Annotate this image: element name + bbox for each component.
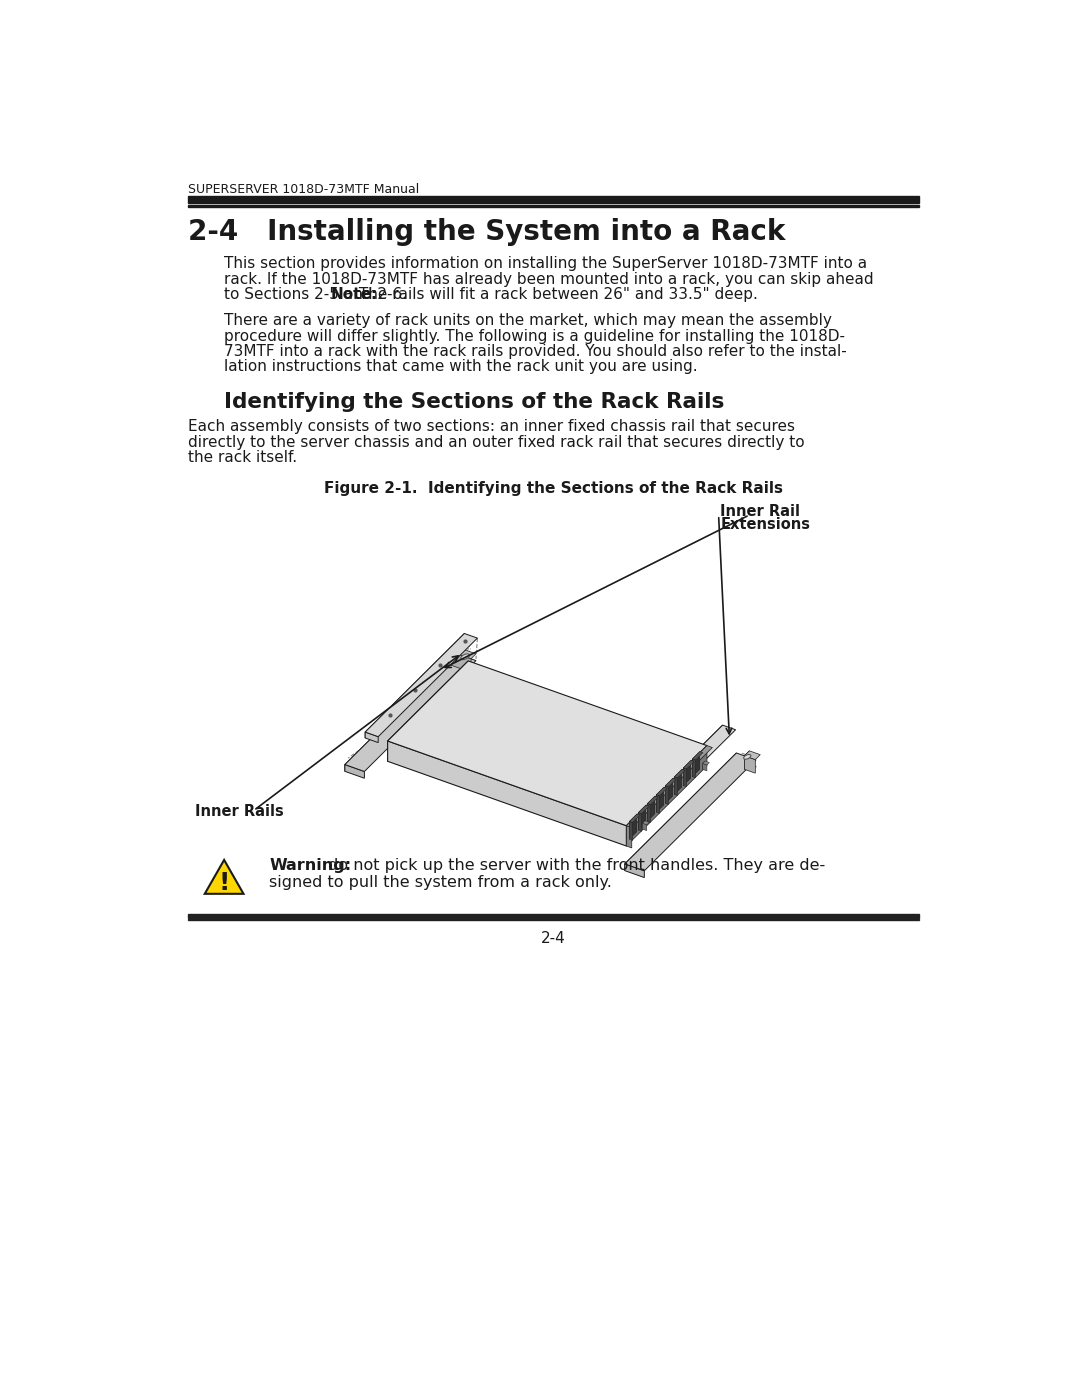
Text: SUPERSERVER 1018D-73MTF Manual: SUPERSERVER 1018D-73MTF Manual bbox=[188, 183, 419, 196]
Text: lation instructions that came with the rack unit you are using.: lation instructions that came with the r… bbox=[225, 359, 698, 374]
Polygon shape bbox=[657, 787, 664, 813]
Text: rack. If the 1018D-73MTF has already been mounted into a rack, you can skip ahea: rack. If the 1018D-73MTF has already bee… bbox=[225, 271, 874, 286]
Text: procedure will differ slightly. The following is a guideline for installing the : procedure will differ slightly. The foll… bbox=[225, 328, 846, 344]
Bar bbox=[188, 196, 919, 203]
Polygon shape bbox=[692, 752, 703, 760]
Polygon shape bbox=[647, 796, 658, 805]
Polygon shape bbox=[623, 725, 723, 830]
Polygon shape bbox=[345, 654, 457, 771]
Polygon shape bbox=[647, 803, 650, 823]
Polygon shape bbox=[647, 796, 654, 821]
Polygon shape bbox=[692, 759, 696, 778]
Polygon shape bbox=[684, 760, 691, 785]
Polygon shape bbox=[643, 821, 649, 824]
Polygon shape bbox=[665, 778, 676, 787]
Polygon shape bbox=[744, 750, 750, 770]
Text: 2-4   Installing the System into a Rack: 2-4 Installing the System into a Rack bbox=[188, 218, 785, 246]
Polygon shape bbox=[451, 647, 476, 659]
Text: to Sections 2-5 and 2-6.: to Sections 2-5 and 2-6. bbox=[225, 286, 413, 302]
Polygon shape bbox=[703, 761, 705, 770]
Polygon shape bbox=[623, 824, 636, 834]
Polygon shape bbox=[674, 770, 685, 778]
Polygon shape bbox=[626, 826, 632, 848]
Polygon shape bbox=[630, 814, 637, 840]
Polygon shape bbox=[744, 750, 760, 760]
Polygon shape bbox=[674, 770, 681, 795]
Polygon shape bbox=[657, 795, 660, 813]
Polygon shape bbox=[643, 823, 647, 831]
Polygon shape bbox=[684, 760, 694, 768]
Text: 2-4: 2-4 bbox=[541, 930, 566, 946]
Text: Warning:: Warning: bbox=[269, 858, 351, 873]
Polygon shape bbox=[388, 661, 707, 826]
Polygon shape bbox=[638, 813, 642, 831]
Polygon shape bbox=[451, 652, 471, 672]
Text: directly to the server chassis and an outer fixed rack rail that secures directl: directly to the server chassis and an ou… bbox=[188, 434, 805, 450]
Text: Extensions: Extensions bbox=[720, 517, 810, 532]
Polygon shape bbox=[684, 768, 687, 787]
Polygon shape bbox=[625, 863, 645, 877]
Polygon shape bbox=[365, 633, 477, 736]
Polygon shape bbox=[451, 647, 457, 665]
Text: signed to pull the system from a rack only.: signed to pull the system from a rack on… bbox=[269, 876, 612, 890]
Ellipse shape bbox=[744, 754, 751, 759]
Polygon shape bbox=[388, 661, 469, 761]
Polygon shape bbox=[665, 778, 673, 803]
Polygon shape bbox=[345, 764, 364, 778]
Polygon shape bbox=[630, 814, 640, 823]
Polygon shape bbox=[638, 805, 649, 813]
Text: Inner Rail: Inner Rail bbox=[720, 504, 800, 520]
Polygon shape bbox=[625, 753, 756, 870]
Polygon shape bbox=[665, 785, 669, 805]
Polygon shape bbox=[643, 821, 645, 830]
Polygon shape bbox=[638, 805, 646, 830]
Polygon shape bbox=[345, 654, 476, 771]
Polygon shape bbox=[692, 752, 700, 777]
Bar bbox=[188, 204, 919, 207]
Text: The rails will fit a rack between 26" and 33.5" deep.: The rails will fit a rack between 26" an… bbox=[354, 286, 758, 302]
Polygon shape bbox=[630, 821, 633, 841]
Polygon shape bbox=[674, 777, 677, 796]
Text: Note:: Note: bbox=[332, 286, 378, 302]
Polygon shape bbox=[388, 740, 626, 847]
Text: There are a variety of rack units on the market, which may mean the assembly: There are a variety of rack units on the… bbox=[225, 313, 832, 328]
Text: !: ! bbox=[218, 870, 230, 895]
Polygon shape bbox=[365, 732, 378, 743]
Polygon shape bbox=[625, 753, 737, 870]
Polygon shape bbox=[744, 756, 755, 773]
Polygon shape bbox=[365, 633, 464, 738]
Text: do not pick up the server with the front handles. They are de-: do not pick up the server with the front… bbox=[323, 858, 825, 873]
Polygon shape bbox=[205, 861, 243, 894]
Text: the rack itself.: the rack itself. bbox=[188, 450, 297, 465]
Text: Each assembly consists of two sections: an inner fixed chassis rail that secures: Each assembly consists of two sections: … bbox=[188, 419, 795, 434]
Polygon shape bbox=[626, 746, 713, 827]
Polygon shape bbox=[623, 725, 735, 828]
Text: This section provides information on installing the SuperServer 1018D-73MTF into: This section provides information on ins… bbox=[225, 256, 867, 271]
Polygon shape bbox=[703, 764, 707, 771]
Ellipse shape bbox=[461, 654, 470, 659]
Polygon shape bbox=[626, 746, 707, 847]
Text: Identifying the Sections of the Rack Rails: Identifying the Sections of the Rack Rai… bbox=[225, 391, 725, 412]
Text: Inner Rails: Inner Rails bbox=[195, 805, 284, 820]
Text: 73MTF into a rack with the rack rails provided. You should also refer to the ins: 73MTF into a rack with the rack rails pr… bbox=[225, 344, 847, 359]
Polygon shape bbox=[657, 787, 667, 796]
Bar bbox=[188, 914, 919, 918]
Polygon shape bbox=[703, 761, 710, 766]
Text: Figure 2-1.  Identifying the Sections of the Rack Rails: Figure 2-1. Identifying the Sections of … bbox=[324, 481, 783, 496]
